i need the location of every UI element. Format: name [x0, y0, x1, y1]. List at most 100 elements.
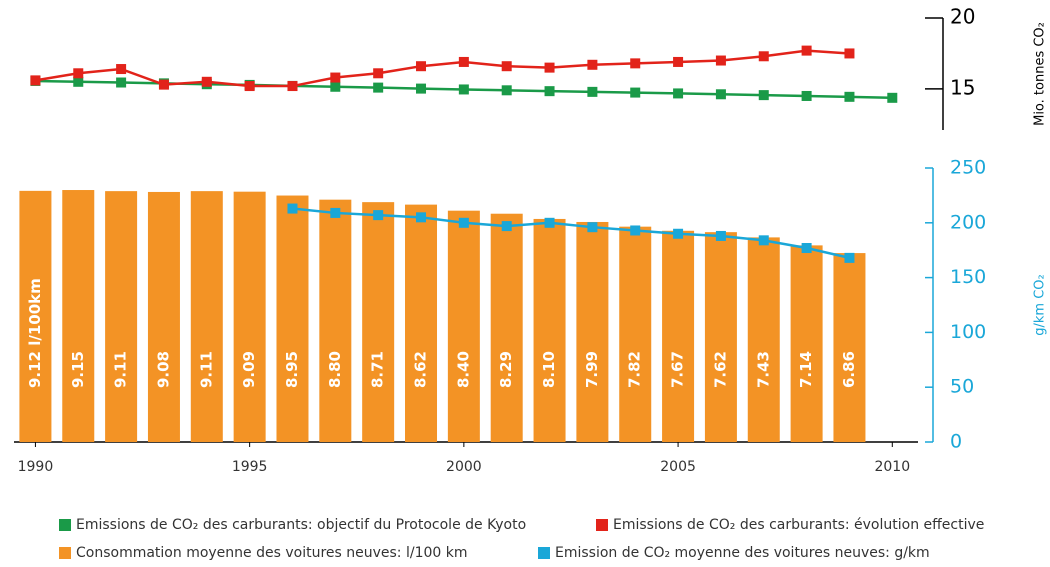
bar — [790, 245, 823, 442]
bar-label: 6.86 — [840, 351, 858, 388]
x-tick-label: 1995 — [232, 459, 268, 475]
point — [244, 81, 255, 92]
legend-label: Emissions de CO₂ des carburants: évoluti… — [613, 517, 984, 533]
point — [844, 48, 855, 59]
point — [458, 56, 469, 67]
point — [501, 61, 512, 72]
bar-label: 7.67 — [669, 351, 687, 388]
bar-label: 8.40 — [454, 351, 472, 388]
bar-label: 8.29 — [497, 351, 515, 388]
series-line — [35, 49, 850, 88]
y-tick-label: 15 — [950, 75, 975, 99]
point — [758, 90, 769, 101]
bar-label: 7.82 — [626, 351, 644, 388]
bar — [619, 226, 652, 442]
legend-swatch — [59, 547, 71, 559]
point — [673, 56, 684, 67]
legend-swatch — [538, 547, 550, 559]
bar — [233, 191, 266, 442]
y-axis-label: g/km CO₂ — [1033, 274, 1048, 335]
bar-label: 9.15 — [69, 351, 87, 388]
point — [673, 88, 684, 99]
y-tick-label: 250 — [950, 157, 986, 179]
point — [587, 222, 598, 233]
bar-label: 9.08 — [154, 351, 172, 388]
legend-label: Emissions de CO₂ des carburants: objecti… — [76, 517, 526, 533]
bar — [447, 210, 480, 442]
point — [458, 84, 469, 95]
point — [287, 203, 298, 214]
point — [116, 64, 127, 75]
x-tick-label: 1990 — [18, 459, 54, 475]
point — [630, 87, 641, 98]
y-tick-label: 0 — [950, 431, 962, 453]
point — [73, 76, 84, 87]
point — [801, 90, 812, 101]
bar-label: 9.12 l/100km — [26, 278, 44, 388]
point — [758, 51, 769, 62]
point — [416, 212, 427, 223]
x-tick-label: 2000 — [446, 459, 482, 475]
y-tick-label: 50 — [950, 376, 974, 398]
point — [587, 59, 598, 70]
bar-label: 8.62 — [412, 351, 430, 388]
bar-label: 7.43 — [754, 351, 772, 388]
bar-label: 9.11 — [197, 351, 215, 388]
bar — [190, 191, 223, 442]
point — [201, 76, 212, 87]
point — [630, 58, 641, 69]
point — [501, 221, 512, 232]
bar-label: 9.09 — [240, 351, 258, 388]
y-axis-label: Mio. tonnes CO₂ — [1033, 22, 1048, 126]
point — [416, 61, 427, 72]
point — [501, 85, 512, 96]
point — [715, 230, 726, 241]
point — [544, 86, 555, 97]
bar-label: 7.62 — [711, 351, 729, 388]
point — [158, 79, 169, 90]
y-tick-label: 150 — [950, 266, 986, 288]
point — [30, 75, 41, 86]
point — [416, 83, 427, 94]
x-tick-label: 2010 — [874, 459, 910, 475]
point — [887, 92, 898, 103]
bar-label: 8.80 — [326, 351, 344, 388]
bar — [833, 253, 866, 442]
bar — [662, 230, 695, 442]
bar — [747, 237, 780, 442]
bar — [576, 221, 609, 442]
point — [287, 81, 298, 92]
bar-label: 8.95 — [283, 351, 301, 388]
legend-label: Emission de CO₂ moyenne des voitures neu… — [555, 545, 930, 561]
point — [116, 77, 127, 88]
point — [844, 252, 855, 263]
bar — [405, 204, 438, 442]
point — [844, 91, 855, 102]
point — [373, 210, 384, 221]
legend-label: Consommation moyenne des voitures neuves… — [76, 545, 468, 561]
bar-label: 8.71 — [369, 351, 387, 388]
point — [373, 68, 384, 79]
point — [801, 45, 812, 56]
y-tick-label: 200 — [950, 211, 986, 233]
bar-label: 7.14 — [797, 351, 815, 388]
point — [330, 81, 341, 92]
point — [73, 68, 84, 79]
point — [715, 89, 726, 100]
point — [801, 243, 812, 254]
point — [630, 225, 641, 236]
bar-label: 9.11 — [112, 351, 130, 388]
bar — [62, 190, 95, 442]
bar — [147, 191, 180, 442]
bar — [105, 191, 138, 442]
point — [373, 82, 384, 93]
series-line — [292, 207, 850, 260]
point — [673, 228, 684, 239]
legend-swatch — [596, 519, 608, 531]
bar — [319, 199, 352, 442]
y-tick-label: 100 — [950, 321, 986, 343]
x-tick-label: 2005 — [660, 459, 696, 475]
point — [458, 217, 469, 228]
bar — [276, 195, 309, 442]
